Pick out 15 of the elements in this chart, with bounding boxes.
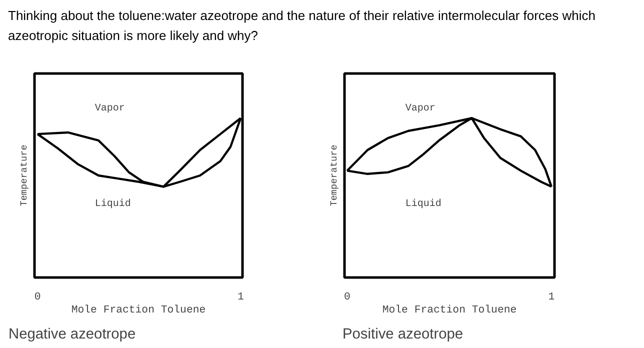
x-axis-title: Mole Fraction Toluene bbox=[382, 304, 517, 316]
x-axis-title: Mole Fraction Toluene bbox=[71, 304, 206, 316]
y-axis-title: Temperature bbox=[18, 144, 30, 206]
text: Positive azeotrope bbox=[342, 326, 464, 342]
annotation: Liquid bbox=[405, 198, 442, 210]
text: Vapor bbox=[405, 103, 436, 114]
text: Vapor bbox=[94, 103, 125, 114]
y-axis-title: Temperature bbox=[328, 144, 340, 206]
text: Negative azeotrope bbox=[8, 326, 136, 342]
x-tick-label: 0 bbox=[344, 292, 350, 304]
x-tick-label: 1 bbox=[237, 292, 244, 304]
annotation: Liquid bbox=[94, 198, 131, 210]
text: Thinking about the toluene:water azeotrope and the nature of their relative intermolecular forces which azeotropic situation is more likely and why? bbox=[8, 7, 597, 45]
x-tick-label: 1 bbox=[548, 292, 555, 304]
x-tick-label: 0 bbox=[34, 292, 41, 304]
